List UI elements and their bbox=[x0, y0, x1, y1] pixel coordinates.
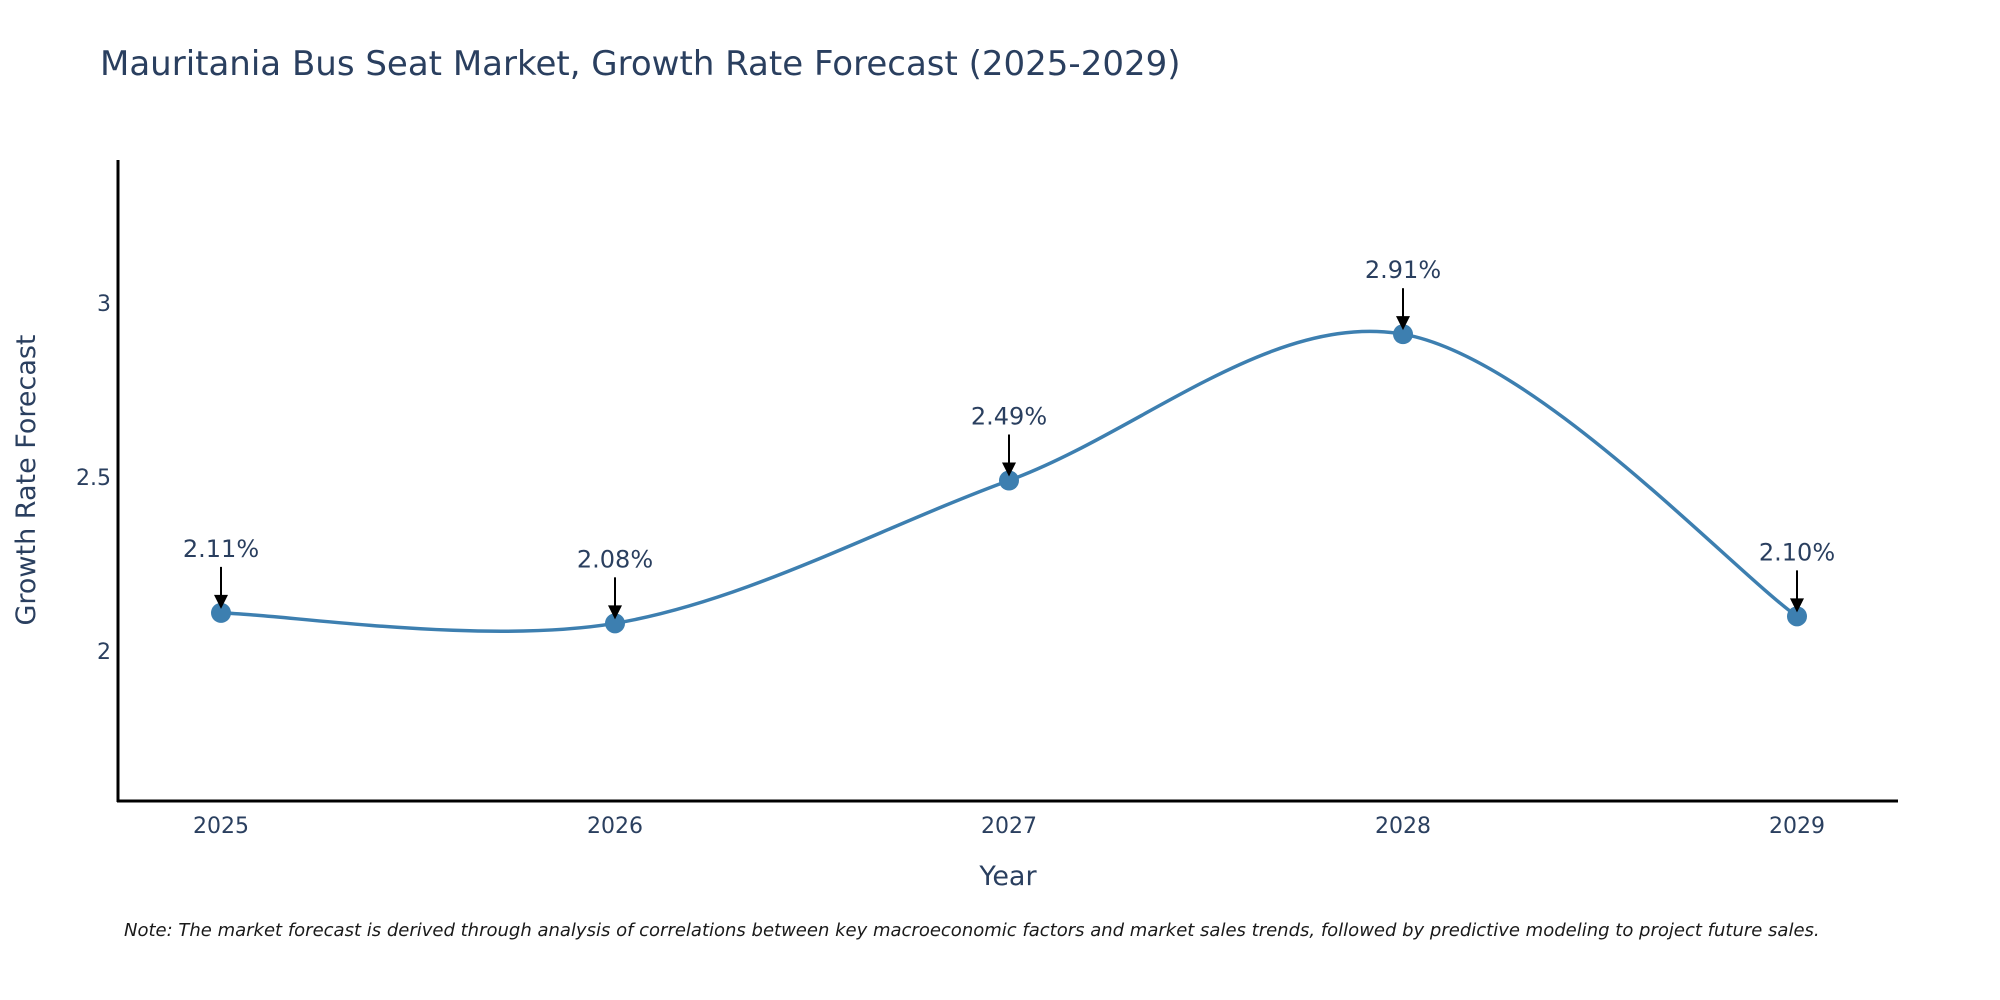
series-line bbox=[220, 329, 1799, 634]
data-point bbox=[211, 602, 231, 623]
annotation-arrow-head bbox=[214, 594, 228, 609]
y-tick-label: 3 bbox=[97, 292, 111, 317]
data-point bbox=[1787, 606, 1807, 627]
x-axis-title: Year bbox=[978, 861, 1037, 892]
y-axis-title: Growth Rate Forecast bbox=[11, 334, 42, 625]
y-tick-label: 2 bbox=[97, 640, 111, 665]
data-label: 2.49% bbox=[971, 403, 1047, 431]
chart-note: Note: The market forecast is derived thr… bbox=[124, 920, 1820, 941]
data-labels: 2.11% 2.08% 2.49% 2.91% 2.10% bbox=[183, 256, 1835, 620]
series-markers bbox=[211, 324, 1807, 634]
data-point bbox=[1393, 324, 1413, 345]
y-tick-label: 2.5 bbox=[76, 466, 111, 491]
annotation-arrow-head bbox=[608, 605, 622, 620]
x-tick-label: 2029 bbox=[1769, 814, 1825, 839]
data-point bbox=[999, 470, 1019, 491]
y-tick-labels: 22.53 bbox=[76, 292, 111, 665]
data-point bbox=[605, 613, 625, 634]
x-tick-label: 2027 bbox=[981, 814, 1037, 839]
x-tick-label: 2025 bbox=[193, 814, 249, 839]
data-label: 2.11% bbox=[183, 535, 259, 563]
annotation-arrow-head bbox=[1396, 316, 1410, 331]
data-label: 2.91% bbox=[1365, 256, 1441, 284]
annotation-arrow-head bbox=[1002, 462, 1016, 477]
chart-axes bbox=[116, 160, 1898, 803]
x-tick-label: 2028 bbox=[1375, 814, 1431, 839]
x-tick-label: 2026 bbox=[587, 814, 643, 839]
data-label: 2.08% bbox=[577, 545, 653, 573]
chart-title: Mauritania Bus Seat Market, Growth Rate … bbox=[100, 44, 1181, 84]
annotation-arrow-head bbox=[1790, 598, 1804, 613]
data-label: 2.10% bbox=[1759, 538, 1835, 566]
x-tick-labels: 2025 2026 2027 2028 2029 bbox=[193, 814, 1825, 839]
